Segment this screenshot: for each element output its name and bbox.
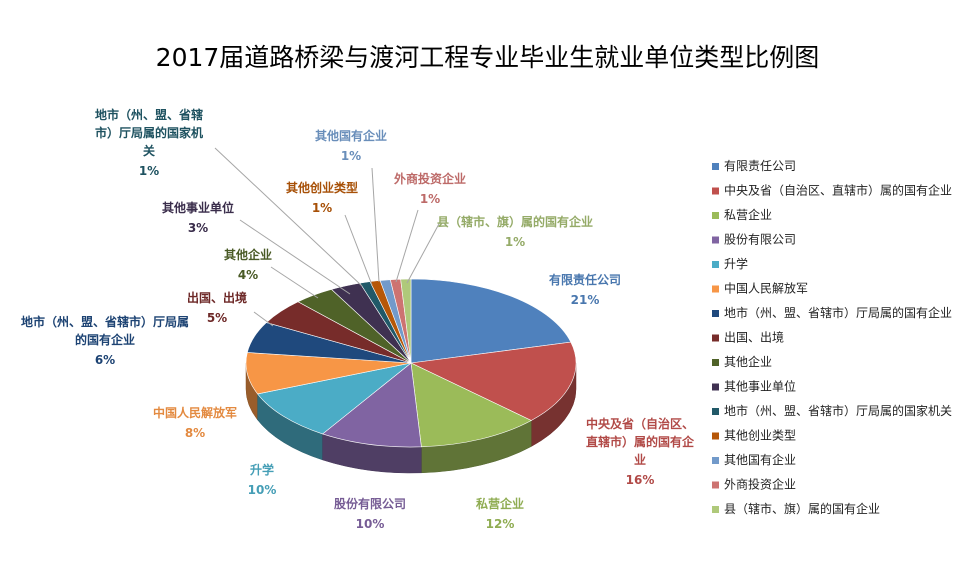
leader-line: [214, 147, 363, 287]
pie-slice: [410, 278, 572, 364]
legend-swatch: [712, 383, 719, 391]
legend-swatch: [712, 359, 719, 366]
legend-swatch: [712, 163, 719, 170]
legend-swatch: [712, 334, 719, 342]
slice-value-label: 1%: [139, 164, 159, 178]
pie-slices: [245, 278, 577, 448]
chart-title: 2017届道路桥梁与渡河工程专业毕业生就业单位类型比例图: [155, 43, 820, 72]
slice-value-label: 5%: [207, 311, 227, 325]
slice-value-label: 12%: [486, 517, 515, 531]
slice-value-label: 6%: [95, 353, 115, 367]
legend-swatch: [712, 481, 719, 489]
leader-line: [371, 167, 380, 283]
leader-line: [344, 214, 373, 286]
leader-line: [406, 221, 441, 284]
leader-line: [253, 311, 274, 327]
legend-swatch: [712, 285, 719, 293]
slice-value-label: 1%: [312, 201, 332, 215]
slice-value-label: 8%: [185, 426, 205, 440]
pie-slice: [257, 362, 412, 435]
leader-line: [239, 219, 351, 295]
legend-swatch: [712, 261, 719, 268]
slice-label: 出国、出境: [187, 290, 247, 305]
slice-label: 其他事业单位: [162, 200, 234, 215]
pie-slice: [321, 362, 422, 448]
slice-label: 地市（州、盟、省辖市）厅局属的国有企业: [21, 314, 189, 347]
legend-item: 有限责任公司: [724, 159, 796, 173]
slice-value-label: 1%: [420, 192, 440, 206]
slice-value-label: 10%: [248, 483, 277, 497]
legend: 有限责任公司中央及省（自治区、直辖市）属的国有企业私营企业股份有限公司升学中国人…: [712, 159, 952, 516]
legend-item: 外商投资企业: [724, 477, 796, 492]
legend-item: 其他企业: [724, 354, 772, 369]
slice-label: 地市（州、盟、省辖市）厅局属的国家机关: [95, 107, 203, 158]
slice-label: 其他企业: [224, 247, 272, 262]
leader-line: [395, 209, 419, 283]
legend-swatch: [712, 212, 719, 219]
pie-slice: [400, 278, 412, 364]
legend-item: 中央及省（自治区、直辖市）属的国有企业: [724, 183, 952, 198]
slice-value-label: 1%: [341, 149, 361, 163]
legend-item: 地市（州、盟、省辖市）厅局属的国家机关: [724, 403, 952, 418]
slice-label: 中国人民解放军: [153, 405, 237, 420]
slice-value-label: 4%: [238, 268, 258, 282]
legend-item: 其他创业类型: [724, 429, 796, 443]
slice-label: 其他创业类型: [286, 180, 358, 195]
data-labels: 有限责任公司 21% 中央及省（自治区、直辖市）属的国有企业 16% 私营企业 12% 股份…: [21, 107, 695, 531]
legend-item: 其他事业单位: [724, 379, 796, 394]
slice-value-label: 16%: [626, 473, 655, 487]
slice-label: 私营企业: [475, 496, 524, 511]
legend-item: 私营企业: [724, 207, 772, 222]
legend-swatch: [712, 236, 719, 244]
legend-swatch: [712, 408, 719, 415]
legend-swatch: [712, 310, 719, 317]
slice-label: 股份有限公司: [334, 496, 406, 511]
legend-item: 地市（州、盟、省辖市）厅局属的国有企业: [724, 305, 952, 320]
legend-swatch: [712, 457, 719, 464]
slice-value-label: 21%: [571, 293, 600, 307]
legend-item: 其他国有企业: [724, 452, 796, 467]
legend-swatch: [712, 506, 719, 513]
legend-item: 股份有限公司: [724, 233, 796, 247]
slice-label: 升学: [250, 462, 274, 477]
slice-value-label: 1%: [505, 235, 525, 249]
legend-item: 中国人民解放军: [724, 281, 808, 296]
pie-slice: [409, 341, 577, 421]
legend-item: 县（辖市、旗）属的国有企业: [724, 501, 880, 516]
legend-swatch: [712, 432, 719, 440]
slice-label: 中央及省（自治区、直辖市）属的国有企业: [586, 416, 695, 467]
legend-item: 出国、出境: [724, 330, 784, 345]
pie-slice: [410, 362, 532, 448]
slice-label: 有限责任公司: [549, 272, 621, 287]
leader-line: [270, 266, 319, 299]
slice-label: 外商投资企业: [394, 171, 466, 186]
slice-label: 县（辖市、旗）属的国有企业: [437, 214, 593, 229]
legend-swatch: [712, 187, 719, 195]
slice-value-label: 3%: [188, 221, 208, 235]
legend-item: 升学: [724, 256, 748, 271]
slice-label: 其他国有企业: [315, 128, 387, 143]
slice-value-label: 10%: [356, 517, 385, 531]
